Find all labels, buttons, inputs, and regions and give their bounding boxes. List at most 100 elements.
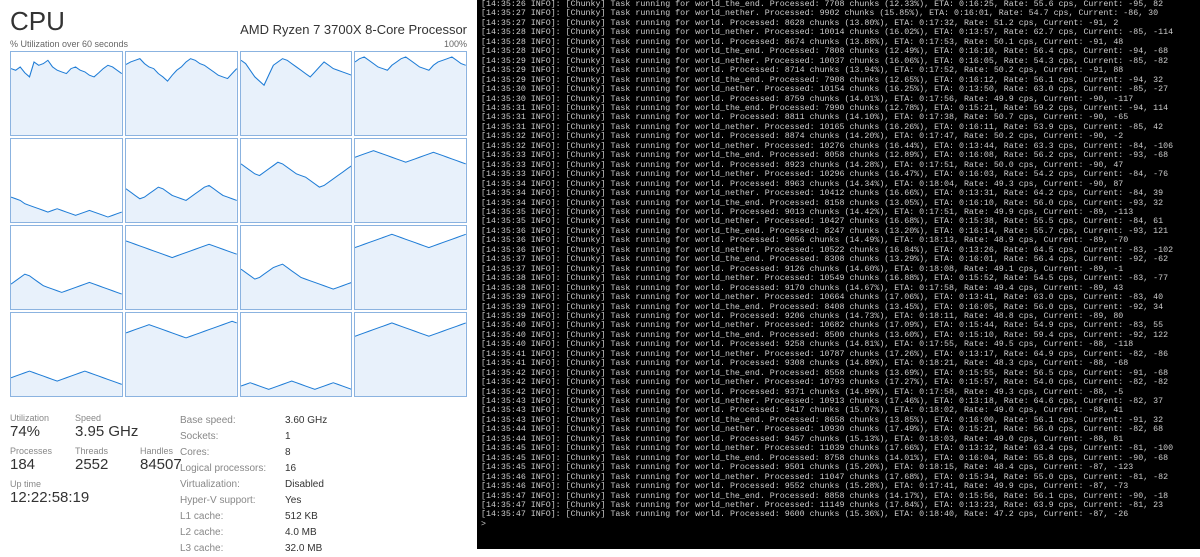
cpu-spec-row: L1 cache:512 KB <box>180 509 360 525</box>
axis-left-label: % Utilization over 60 seconds <box>10 39 128 49</box>
terminal-line: [14:35:42 INFO]: [Chunky] Task running f… <box>481 369 1196 378</box>
terminal-line: [14:35:46 INFO]: [Chunky] Task running f… <box>481 473 1196 482</box>
terminal-line: [14:35:41 INFO]: [Chunky] Task running f… <box>481 350 1196 359</box>
terminal-line: [14:35:41 INFO]: [Chunky] Task running f… <box>481 359 1196 368</box>
terminal-line: [14:35:47 INFO]: [Chunky] Task running f… <box>481 492 1196 501</box>
cpu-spec-row: Logical processors:16 <box>180 461 360 477</box>
cpu-spec-key: Cores: <box>180 445 285 461</box>
terminal-line: [14:35:29 INFO]: [Chunky] Task running f… <box>481 76 1196 85</box>
cpu-core-graph-8[interactable] <box>10 225 123 310</box>
terminal-line: [14:35:39 INFO]: [Chunky] Task running f… <box>481 312 1196 321</box>
terminal-line: [14:35:29 INFO]: [Chunky] Task running f… <box>481 57 1196 66</box>
speed-label: Speed <box>75 413 138 423</box>
cpu-spec-value: Disabled <box>285 477 360 493</box>
cpu-spec-row: L3 cache:32.0 MB <box>180 541 360 557</box>
terminal-line: [14:35:39 INFO]: [Chunky] Task running f… <box>481 303 1196 312</box>
cpu-spec-key: Base speed: <box>180 413 285 429</box>
terminal-line: [14:35:37 INFO]: [Chunky] Task running f… <box>481 255 1196 264</box>
uptime-value: 12:22:58:19 <box>10 489 160 506</box>
stats-col-2: Base speed:3.60 GHzSockets:1Cores:8Logic… <box>180 413 360 557</box>
cpu-core-graph-7[interactable] <box>354 138 467 223</box>
cpu-core-graph-5[interactable] <box>125 138 238 223</box>
cpu-core-graph-13[interactable] <box>125 312 238 397</box>
cpu-core-graph-10[interactable] <box>240 225 353 310</box>
terminal-line: [14:35:42 INFO]: [Chunky] Task running f… <box>481 388 1196 397</box>
terminal-line: [14:35:28 INFO]: [Chunky] Task running f… <box>481 28 1196 37</box>
terminal-line: [14:35:30 INFO]: [Chunky] Task running f… <box>481 95 1196 104</box>
terminal-line: [14:35:42 INFO]: [Chunky] Task running f… <box>481 378 1196 387</box>
terminal-line: [14:35:31 INFO]: [Chunky] Task running f… <box>481 123 1196 132</box>
terminal-line: [14:35:40 INFO]: [Chunky] Task running f… <box>481 340 1196 349</box>
terminal-line: [14:35:45 INFO]: [Chunky] Task running f… <box>481 463 1196 472</box>
cpu-spec-value: 3.60 GHz <box>285 413 360 429</box>
cpu-spec-key: L3 cache: <box>180 541 285 557</box>
terminal-line: > <box>481 520 1196 529</box>
cpu-spec-row: Sockets:1 <box>180 429 360 445</box>
terminal-line: [14:35:45 INFO]: [Chunky] Task running f… <box>481 454 1196 463</box>
cpu-core-graph-9[interactable] <box>125 225 238 310</box>
terminal-line: [14:35:34 INFO]: [Chunky] Task running f… <box>481 199 1196 208</box>
cpu-spec-key: Virtualization: <box>180 477 285 493</box>
cpu-header: CPU AMD Ryzen 7 3700X 8-Core Processor <box>10 6 467 37</box>
cpu-core-graph-6[interactable] <box>240 138 353 223</box>
terminal-line: [14:35:36 INFO]: [Chunky] Task running f… <box>481 227 1196 236</box>
cpu-spec-key: L2 cache: <box>180 525 285 541</box>
stats-col-1: Utilization 74% Speed 3.95 GHz Processes… <box>10 413 160 557</box>
cpu-core-graph-0[interactable] <box>10 51 123 136</box>
cpu-axis-row: % Utilization over 60 seconds 100% <box>10 39 467 49</box>
cpu-core-graph-2[interactable] <box>240 51 353 136</box>
cpu-core-graph-3[interactable] <box>354 51 467 136</box>
terminal-line: [14:35:44 INFO]: [Chunky] Task running f… <box>481 435 1196 444</box>
cpu-core-graph-12[interactable] <box>10 312 123 397</box>
terminal-pane[interactable]: [14:35:26 INFO]: [Chunky] Task running f… <box>477 0 1200 549</box>
terminal-line: [14:35:39 INFO]: [Chunky] Task running f… <box>481 293 1196 302</box>
terminal-line: [14:35:35 INFO]: [Chunky] Task running f… <box>481 208 1196 217</box>
cpu-core-graph-11[interactable] <box>354 225 467 310</box>
cpu-spec-value: 1 <box>285 429 360 445</box>
cpu-core-graph-14[interactable] <box>240 312 353 397</box>
terminal-line: [14:35:34 INFO]: [Chunky] Task running f… <box>481 180 1196 189</box>
terminal-line: [14:35:28 INFO]: [Chunky] Task running f… <box>481 38 1196 47</box>
axis-right-label: 100% <box>444 39 467 49</box>
terminal-line: [14:35:33 INFO]: [Chunky] Task running f… <box>481 161 1196 170</box>
cpu-spec-row: Base speed:3.60 GHz <box>180 413 360 429</box>
terminal-line: [14:35:46 INFO]: [Chunky] Task running f… <box>481 482 1196 491</box>
utilization-label: Utilization <box>10 413 60 423</box>
terminal-line: [14:35:47 INFO]: [Chunky] Task running f… <box>481 510 1196 519</box>
terminal-line: [14:35:31 INFO]: [Chunky] Task running f… <box>481 113 1196 122</box>
cpu-spec-row: Cores:8 <box>180 445 360 461</box>
terminal-line: [14:35:38 INFO]: [Chunky] Task running f… <box>481 284 1196 293</box>
terminal-line: [14:35:27 INFO]: [Chunky] Task running f… <box>481 19 1196 28</box>
cpu-spec-value: Yes <box>285 493 360 509</box>
terminal-line: [14:35:44 INFO]: [Chunky] Task running f… <box>481 425 1196 434</box>
cpu-model: AMD Ryzen 7 3700X 8-Core Processor <box>240 22 467 37</box>
cpu-spec-value: 32.0 MB <box>285 541 360 557</box>
terminal-line: [14:35:29 INFO]: [Chunky] Task running f… <box>481 66 1196 75</box>
cpu-spec-key: Sockets: <box>180 429 285 445</box>
processes-value: 184 <box>10 456 60 473</box>
cpu-spec-row: Hyper-V support:Yes <box>180 493 360 509</box>
terminal-line: [14:35:40 INFO]: [Chunky] Task running f… <box>481 331 1196 340</box>
cpu-core-graph-15[interactable] <box>354 312 467 397</box>
processes-label: Processes <box>10 446 60 456</box>
terminal-line: [14:35:35 INFO]: [Chunky] Task running f… <box>481 217 1196 226</box>
terminal-line: [14:35:45 INFO]: [Chunky] Task running f… <box>481 444 1196 453</box>
threads-label: Threads <box>75 446 125 456</box>
cpu-title: CPU <box>10 6 65 37</box>
terminal-line: [14:35:32 INFO]: [Chunky] Task running f… <box>481 142 1196 151</box>
cpu-spec-value: 16 <box>285 461 360 477</box>
terminal-line: [14:35:43 INFO]: [Chunky] Task running f… <box>481 406 1196 415</box>
cpu-spec-key: Logical processors: <box>180 461 285 477</box>
terminal-line: [14:35:38 INFO]: [Chunky] Task running f… <box>481 274 1196 283</box>
terminal-line: [14:35:36 INFO]: [Chunky] Task running f… <box>481 246 1196 255</box>
cpu-core-graph-4[interactable] <box>10 138 123 223</box>
cpu-core-graph-1[interactable] <box>125 51 238 136</box>
terminal-line: [14:35:28 INFO]: [Chunky] Task running f… <box>481 47 1196 56</box>
terminal-line: [14:35:34 INFO]: [Chunky] Task running f… <box>481 189 1196 198</box>
terminal-line: [14:35:43 INFO]: [Chunky] Task running f… <box>481 416 1196 425</box>
terminal-line: [14:35:33 INFO]: [Chunky] Task running f… <box>481 151 1196 160</box>
terminal-line: [14:35:37 INFO]: [Chunky] Task running f… <box>481 265 1196 274</box>
uptime-label: Up time <box>10 479 160 489</box>
cpu-stats: Utilization 74% Speed 3.95 GHz Processes… <box>10 409 467 557</box>
cpu-spec-key: L1 cache: <box>180 509 285 525</box>
